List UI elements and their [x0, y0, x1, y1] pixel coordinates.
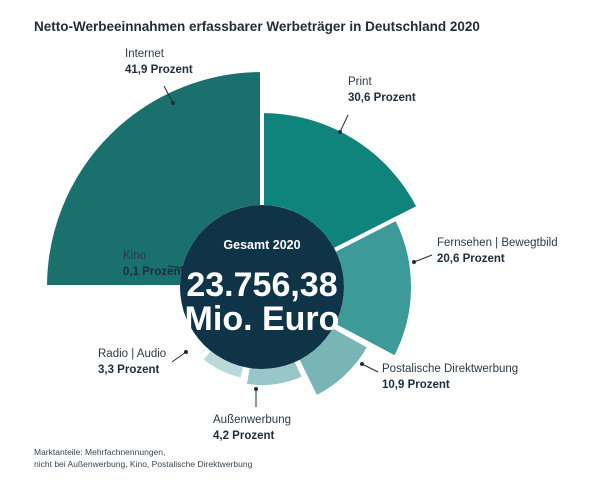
- leader-line-postalisch: [361, 363, 379, 373]
- chart-title: Netto-Werbeeinnahmen erfassbarer Werbetr…: [34, 19, 480, 34]
- label-name-print: Print: [348, 76, 372, 88]
- leader-line-fernsehen: [413, 254, 433, 263]
- label-name-internet: Internet: [125, 48, 165, 60]
- leader-lines-group: [163, 85, 433, 407]
- center-subtitle: Gesamt 2020: [223, 238, 300, 252]
- center-disc: [180, 205, 344, 369]
- leader-line-print: [339, 114, 349, 133]
- label-name-radio: Radio | Audio: [98, 348, 166, 360]
- leader-dot-internet: [171, 101, 175, 105]
- footnote-line-2: nicht bei Außenwerbung, Kino, Postalisch…: [34, 459, 253, 469]
- leader-dot-aussenwerbung: [254, 387, 258, 391]
- leader-line-internet: [163, 85, 174, 104]
- label-name-postalisch: Postalische Direktwerbung: [382, 363, 518, 375]
- footnote-line-1: Marktanteile: Mehrfachnennungen,: [34, 447, 166, 457]
- label-value-internet: 41,9 Prozent: [125, 64, 193, 76]
- label-name-fernsehen: Fernsehen | Bewegtbild: [437, 237, 558, 249]
- labels-group: Internet 41,9 Prozent Print 30,6 Prozent Fer…: [98, 48, 558, 442]
- label-value-radio: 3,3 Prozent: [98, 364, 160, 376]
- leader-dot-print: [338, 130, 342, 134]
- label-value-fernsehen: 20,6 Prozent: [437, 253, 505, 265]
- leader-line-radio: [171, 351, 187, 363]
- leader-dot-postalisch: [360, 362, 364, 366]
- leader-line-kino: [167, 265, 184, 269]
- center-total-value: 23.756,38: [186, 266, 337, 304]
- leader-dot-fernsehen: [412, 260, 416, 264]
- label-value-aussenwerbung: 4,2 Prozent: [213, 430, 275, 442]
- center-total-unit: Mio. Euro: [185, 300, 340, 338]
- label-value-print: 30,6 Prozent: [348, 92, 416, 104]
- label-name-kino: Kino: [123, 250, 146, 262]
- label-value-postalisch: 10,9 Prozent: [382, 379, 450, 391]
- label-name-aussenwerbung: Außenwerbung: [213, 414, 291, 426]
- leader-dot-radio: [184, 350, 188, 354]
- label-value-kino: 0,1 Prozent: [123, 266, 185, 278]
- footnote: Marktanteile: Mehrfachnennungen, nicht b…: [34, 446, 252, 470]
